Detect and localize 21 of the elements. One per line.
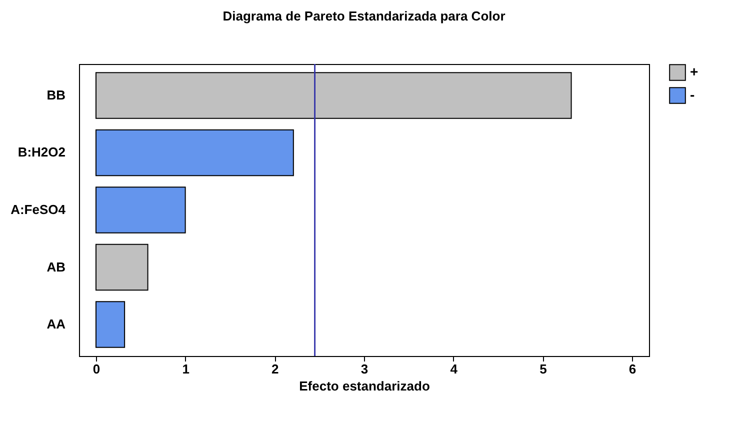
x-tick-label: 0 bbox=[92, 362, 100, 376]
x-axis-title: Efecto estandarizado bbox=[299, 378, 430, 394]
x-tick-label: 5 bbox=[540, 362, 547, 376]
legend-label: - bbox=[690, 86, 695, 102]
y-tick-label: B:H2O2 bbox=[18, 144, 66, 160]
x-tick-label: 6 bbox=[628, 362, 636, 376]
x-tick-label: 2 bbox=[272, 362, 279, 376]
x-tick-label: 1 bbox=[182, 362, 190, 376]
legend-label: + bbox=[690, 64, 698, 80]
y-tick-label: A:FeSO4 bbox=[10, 202, 66, 217]
chart-title: Diagrama de Pareto Estandarizada para Color bbox=[222, 8, 506, 24]
bar bbox=[95, 129, 294, 176]
y-tick-label: BB bbox=[46, 87, 66, 102]
x-tick-label: 3 bbox=[360, 362, 368, 376]
bar bbox=[95, 301, 126, 348]
x-tick-label: 4 bbox=[450, 362, 458, 376]
bar bbox=[95, 244, 148, 291]
bar bbox=[95, 72, 572, 119]
y-tick-label: AA bbox=[46, 316, 66, 332]
y-tick-label: AB bbox=[46, 259, 66, 274]
bar bbox=[95, 186, 186, 234]
